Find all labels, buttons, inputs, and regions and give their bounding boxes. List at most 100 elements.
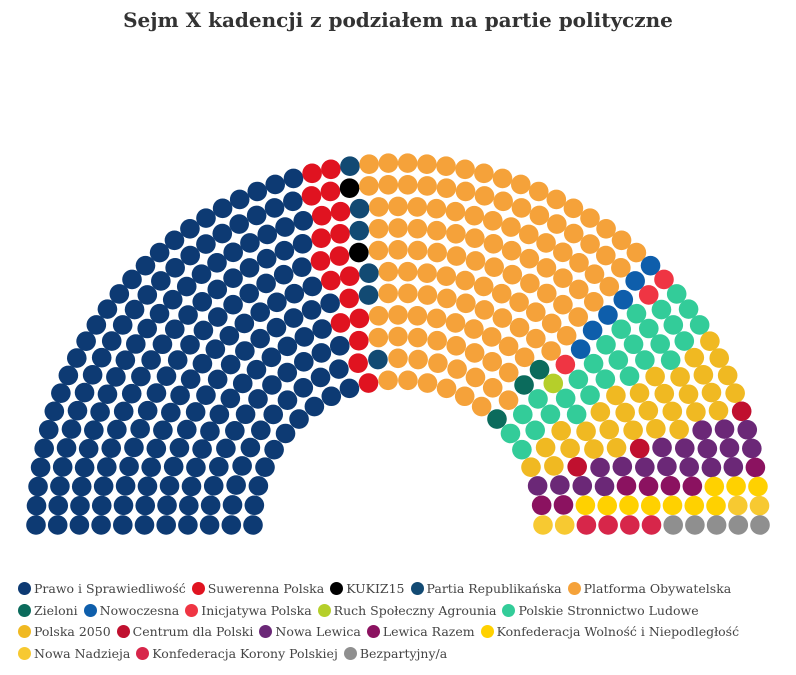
seat: Prawo i Sprawiedliwość [131, 366, 151, 387]
legend-item[interactable]: Konfederacja Wolność i Niepodległość [480, 621, 739, 643]
seat: Prawo i Sprawiedliwość [256, 273, 276, 294]
seat: Prawo i Sprawiedliwość [156, 515, 176, 535]
seat: Prawo i Sprawiedliwość [159, 476, 180, 496]
seat: Platforma Obywatelska [501, 240, 522, 261]
seat: Prawo i Sprawiedliwość [146, 383, 167, 403]
legend-item[interactable]: Polska 2050 [18, 621, 111, 643]
legend-item[interactable]: Nowa Nadzieja [18, 643, 130, 665]
legend-item[interactable]: Zieloni [18, 600, 78, 622]
seat: Platforma Obywatelska [428, 353, 448, 373]
legend-label: Lewica Razem [382, 624, 475, 639]
seat: Platforma Obywatelska [368, 218, 389, 239]
seat: Prawo i Sprawiedliwość [220, 388, 241, 409]
seat: Platforma Obywatelska [528, 181, 549, 202]
seat: Nowa Lewica [652, 437, 672, 458]
seat: Polskie Stronnictwo Ludowe [639, 318, 659, 339]
seat: Partia Republikańska [349, 198, 370, 219]
seat: Platforma Obywatelska [596, 218, 616, 239]
seat: Platforma Obywatelska [518, 224, 539, 245]
legend-item[interactable]: Ruch Społeczny Agrounia [317, 600, 496, 622]
seat: Prawo i Sprawiedliwość [178, 305, 198, 325]
seat: Prawo i Sprawiedliwość [261, 347, 282, 368]
legend-item[interactable]: Platforma Obywatelska [567, 578, 732, 600]
seat: Polska 2050 [645, 366, 665, 387]
legend-item[interactable]: Suwerenna Polska [191, 578, 324, 600]
seat: Prawo i Sprawiedliwość [58, 365, 79, 386]
seat: Prawo i Sprawiedliwość [277, 362, 298, 383]
seat: Prawo i Sprawiedliwość [234, 313, 255, 334]
legend-item[interactable]: Nowa Lewica [259, 621, 361, 643]
seat: Platforma Obywatelska [546, 189, 567, 210]
seat: Prawo i Sprawiedliwość [220, 354, 241, 375]
seat: Prawo i Sprawiedliwość [257, 224, 278, 245]
seat: Prawo i Sprawiedliwość [44, 401, 65, 422]
seat: Platforma Obywatelska [378, 283, 398, 304]
seat: Prawo i Sprawiedliwość [112, 315, 133, 335]
seat: Polska 2050 [623, 420, 643, 441]
seat: Centrum dla Polski [629, 438, 650, 459]
seat: Prawo i Sprawiedliwość [304, 396, 325, 417]
seat: Konfederacja Wolność i Niepodległość [662, 495, 683, 516]
seat: Nowa Lewica [714, 419, 735, 439]
seat: Polska 2050 [678, 384, 699, 405]
seat: Platforma Obywatelska [563, 198, 584, 219]
seat: Prawo i Sprawiedliwość [293, 378, 314, 398]
legend-item[interactable]: Bezpartyjny/a [343, 643, 447, 665]
seat: Platforma Obywatelska [541, 341, 561, 361]
seat: KUKIZ15 [349, 242, 369, 263]
seat: Prawo i Sprawiedliwość [240, 437, 261, 458]
seat: Polskie Stronnictwo Ludowe [678, 299, 699, 319]
seat: Prawo i Sprawiedliwość [264, 439, 284, 460]
seat: Polskie Stronnictwo Ludowe [660, 350, 681, 370]
seat: Prawo i Sprawiedliwość [312, 319, 332, 339]
seat: Prawo i Sprawiedliwość [137, 318, 157, 339]
seat: Platforma Obywatelska [408, 349, 428, 370]
seat: Prawo i Sprawiedliwość [277, 336, 298, 357]
seat: Prawo i Sprawiedliwość [180, 369, 201, 389]
seat: Prawo i Sprawiedliwość [107, 419, 127, 440]
seat: Prawo i Sprawiedliwość [180, 334, 200, 355]
seat: Prawo i Sprawiedliwość [84, 420, 104, 441]
legend-item[interactable]: Nowoczesna [83, 600, 179, 622]
legend-item[interactable]: Lewica Razem [366, 621, 475, 643]
legend-item[interactable]: Polskie Stronnictwo Ludowe [502, 600, 699, 622]
seat: Centrum dla Polski [567, 456, 587, 477]
legend-item[interactable]: KUKIZ15 [330, 578, 405, 600]
seat: Platforma Obywatelska [498, 336, 519, 357]
legend-item[interactable]: Inicjatywa Polska [185, 600, 312, 622]
legend-swatch [185, 603, 199, 617]
seat: Suwerenna Polska [330, 313, 351, 333]
seat: Prawo i Sprawiedliwość [329, 359, 349, 379]
seat: Prawo i Sprawiedliwość [50, 476, 70, 497]
seat: Platforma Obywatelska [436, 178, 457, 198]
legend-swatch [317, 603, 331, 617]
seat: Prawo i Sprawiedliwość [203, 476, 224, 496]
legend-item[interactable]: Konfederacja Korony Polskiej [136, 643, 338, 665]
seat: Nowa Lewica [594, 476, 615, 497]
seat: Konfederacja Wolność i Niepodległość [704, 476, 725, 497]
seat: Platforma Obywatelska [397, 153, 418, 173]
legend-item[interactable]: Prawo i Sprawiedliwość [18, 578, 186, 600]
legend-item[interactable]: Centrum dla Polski [116, 621, 253, 643]
seat: Prawo i Sprawiedliwość [26, 515, 46, 535]
seat: Prawo i Sprawiedliwość [178, 515, 198, 535]
seat: Platforma Obywatelska [407, 240, 428, 261]
seat: Lewica Razem [660, 476, 681, 496]
seat: Polska 2050 [551, 421, 571, 441]
seat: Platforma Obywatelska [626, 242, 647, 263]
seat: Platforma Obywatelska [501, 217, 521, 237]
seat: Platforma Obywatelska [526, 328, 546, 349]
seat: Platforma Obywatelska [446, 246, 467, 266]
seat: Prawo i Sprawiedliwość [164, 319, 185, 340]
legend-label: Platforma Obywatelska [583, 581, 732, 596]
seat: Nowa Lewica [679, 457, 699, 477]
seat: Platforma Obywatelska [437, 288, 457, 309]
seat: Prawo i Sprawiedliwość [256, 248, 277, 269]
seat: Platforma Obywatelska [388, 218, 408, 238]
legend-item[interactable]: Partia Republikańska [410, 578, 562, 600]
seat: Prawo i Sprawiedliwość [294, 352, 314, 372]
seat: Suwerenna Polska [321, 159, 341, 180]
seat: Prawo i Sprawiedliwość [76, 331, 96, 352]
seat: Inicjatywa Polska [654, 269, 674, 290]
seat: Platforma Obywatelska [388, 305, 408, 325]
